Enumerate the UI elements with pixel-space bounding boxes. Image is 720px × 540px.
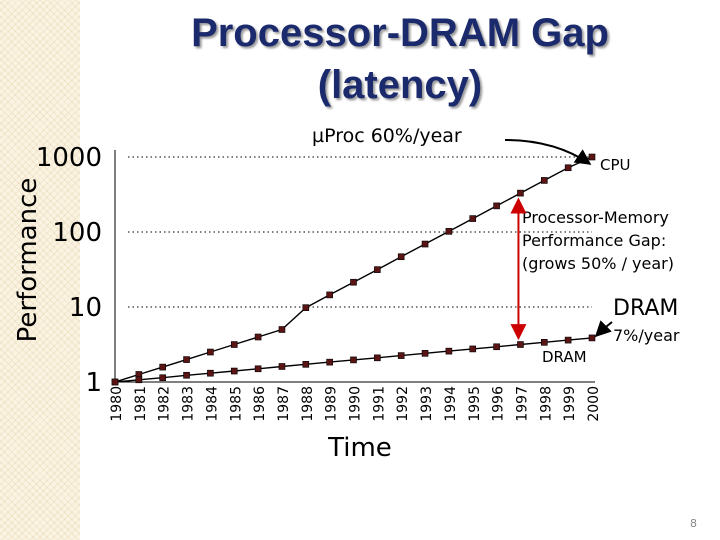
x-tick-label: 1981 bbox=[133, 386, 149, 422]
gap-label-line3: (grows 50% / year) bbox=[522, 254, 674, 273]
x-axis-title: Time bbox=[327, 433, 392, 463]
dram-rate-value: 7%/year bbox=[613, 326, 680, 345]
uproc-arrow bbox=[504, 139, 592, 165]
dram-point bbox=[135, 376, 143, 384]
x-tick-label: 1993 bbox=[419, 386, 435, 422]
dram-rate-arrow bbox=[594, 320, 613, 338]
dram-point bbox=[374, 354, 381, 362]
gap-label-line1: Processor-Memory bbox=[522, 208, 669, 227]
y-tick-label: 1 bbox=[85, 368, 102, 398]
dram-point bbox=[111, 378, 119, 386]
dram-point bbox=[564, 336, 572, 344]
x-tick-label: 1982 bbox=[157, 386, 173, 422]
cpu-point bbox=[278, 326, 286, 333]
y-tick-label: 10 bbox=[69, 293, 102, 323]
cpu-point bbox=[183, 356, 190, 363]
x-tick-label: 1987 bbox=[276, 386, 292, 422]
slide-number: 8 bbox=[690, 517, 697, 530]
x-tick-label: 1988 bbox=[300, 386, 316, 422]
x-tick-label: 1998 bbox=[538, 386, 554, 422]
cpu-point bbox=[254, 333, 262, 341]
x-tick-label: 1986 bbox=[252, 386, 268, 422]
cpu-point bbox=[469, 215, 477, 222]
x-tick-label: 1997 bbox=[514, 386, 530, 422]
dram-point bbox=[421, 350, 429, 357]
dram-point bbox=[207, 369, 214, 377]
y-tick-labels: 1 10 100 1000 bbox=[36, 143, 102, 398]
dram-rate-label: DRAM bbox=[613, 296, 678, 321]
series-layer bbox=[111, 153, 596, 386]
x-tick-label: 1990 bbox=[348, 386, 364, 422]
dram-point bbox=[183, 371, 190, 379]
x-tick-label: 1994 bbox=[443, 386, 459, 422]
cpu-point bbox=[564, 164, 572, 172]
dram-point bbox=[588, 334, 596, 342]
cpu-point bbox=[397, 253, 405, 261]
dram-point bbox=[397, 352, 405, 359]
grid-lines bbox=[128, 156, 592, 308]
cpu-point bbox=[230, 341, 238, 348]
slide-title: Processor-DRAM Gap bbox=[191, 11, 609, 55]
x-tick-label: 1985 bbox=[228, 386, 244, 422]
dram-point bbox=[540, 339, 548, 346]
gap-label-line2: Performance Gap: bbox=[522, 231, 666, 250]
cpu-point bbox=[159, 363, 166, 371]
cpu-point bbox=[540, 177, 548, 184]
x-tick-label: 1992 bbox=[395, 386, 411, 422]
dram-point bbox=[493, 343, 500, 351]
x-tick-label: 1995 bbox=[467, 386, 483, 422]
cpu-point bbox=[493, 202, 500, 210]
y-tick-label: 100 bbox=[52, 218, 102, 248]
dram-point bbox=[469, 345, 477, 353]
cpu-point bbox=[588, 153, 596, 161]
x-tick-label: 1983 bbox=[181, 386, 197, 422]
dram-point bbox=[517, 341, 524, 348]
dram-point bbox=[230, 367, 238, 375]
x-tick-label: 2000 bbox=[586, 386, 602, 422]
x-tick-labels: 1980 1981 1982 1983 1984 1985 1986 1987 1988 1989… bbox=[109, 386, 602, 422]
cpu-point bbox=[302, 304, 310, 311]
x-tick-label: 1991 bbox=[371, 386, 387, 422]
decorative-side-band bbox=[0, 0, 80, 540]
dram-point bbox=[278, 363, 286, 370]
x-tick-label: 1989 bbox=[324, 386, 340, 422]
cpu-point bbox=[326, 291, 333, 299]
x-tick-label: 1999 bbox=[562, 386, 578, 422]
dram-point bbox=[326, 358, 333, 366]
cpu-point bbox=[374, 266, 381, 273]
slide-title-subtitle: (latency) bbox=[317, 63, 483, 107]
cpu-point bbox=[421, 240, 429, 248]
dram-series-label: DRAM bbox=[542, 348, 587, 366]
dram-point bbox=[254, 365, 262, 373]
dram-point bbox=[302, 361, 310, 368]
cpu-point bbox=[517, 189, 524, 197]
dram-point bbox=[350, 356, 357, 364]
cpu-point bbox=[350, 278, 357, 286]
x-tick-label: 1996 bbox=[491, 386, 507, 422]
cpu-label: CPU bbox=[600, 156, 631, 174]
dram-point bbox=[445, 347, 453, 355]
x-tick-label: 1980 bbox=[109, 386, 125, 422]
dram-point bbox=[159, 374, 166, 382]
y-tick-label: 1000 bbox=[36, 143, 102, 173]
uproc-rate-label: µProc 60%/year bbox=[312, 125, 462, 147]
cpu-point bbox=[445, 228, 453, 235]
x-tick-label: 1984 bbox=[204, 386, 220, 422]
cpu-point bbox=[207, 348, 214, 356]
